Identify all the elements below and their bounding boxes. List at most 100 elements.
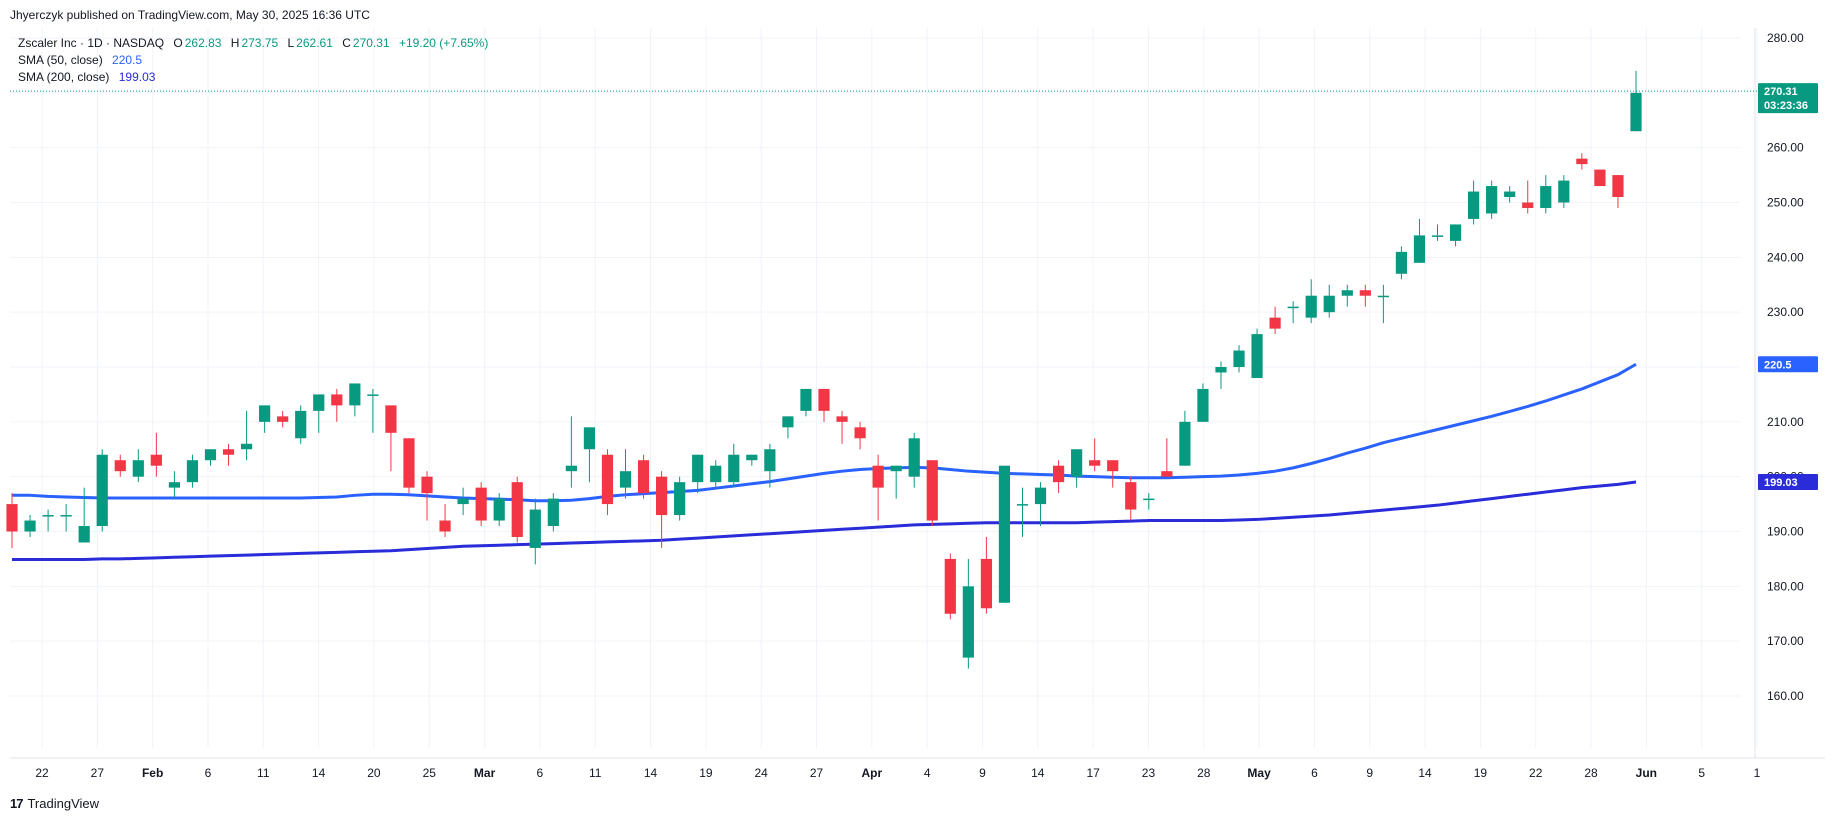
high-value: 273.75 [241, 36, 279, 50]
y-tick-label: 160.00 [1767, 689, 1804, 703]
candle-up [1431, 235, 1444, 237]
y-tick-label: 180.00 [1767, 579, 1804, 593]
candle-up [1449, 224, 1462, 241]
candle-up [1504, 191, 1516, 198]
sma50-legend-row: SMA (50, close) 220.5 [18, 52, 488, 69]
candle-up [1305, 295, 1317, 318]
candle-up [132, 460, 144, 477]
candle-up [1016, 504, 1029, 506]
candle-up [547, 498, 559, 527]
sma200-tag-text: 199.03 [1764, 477, 1798, 489]
candle-up [313, 394, 325, 411]
candle-down [836, 416, 848, 422]
sma200-value: 199.03 [118, 70, 156, 84]
last-price-tag-text: 03:23:36 [1764, 100, 1808, 112]
x-tick-label: Apr [862, 766, 883, 780]
candle-up [1215, 367, 1227, 373]
candle-down [1052, 465, 1065, 483]
candle-up [998, 465, 1011, 603]
candle-up [619, 471, 632, 488]
close-value: 270.31 [352, 36, 390, 50]
low-label: L [287, 36, 295, 50]
sma200-tag [1758, 473, 1818, 490]
x-tick-label: 6 [537, 766, 544, 780]
candle-up [908, 438, 920, 477]
candle-down [656, 476, 668, 516]
chart-legend: Zscaler Inc · 1D · NASDAQ O 262.83 H 273.7… [18, 35, 488, 86]
candle-up [800, 388, 812, 411]
candle-up [1413, 235, 1426, 263]
y-tick-label: 260.00 [1767, 141, 1804, 155]
x-tick-label: 22 [1529, 766, 1543, 780]
open-value: 262.83 [184, 36, 222, 50]
x-tick-label: 23 [1142, 766, 1156, 780]
x-tick-label: 6 [205, 766, 212, 780]
candle-up [710, 465, 722, 483]
x-tick-label: 9 [1366, 766, 1373, 780]
candle-up [1071, 449, 1083, 477]
x-tick-label: 25 [423, 766, 437, 780]
candle-down [1612, 175, 1624, 198]
price-chart[interactable]: 160.00170.00180.00190.00200.00210.00220.… [0, 28, 1835, 788]
candle-up [295, 410, 307, 439]
candle-down [1089, 460, 1101, 466]
candle-down [150, 454, 162, 466]
candle-up [728, 454, 740, 483]
candle-up [1558, 180, 1570, 203]
symbol-legend-row: Zscaler Inc · 1D · NASDAQ O 262.83 H 273.7… [18, 35, 488, 52]
x-tick-label: 6 [1311, 766, 1318, 780]
candle-up [962, 586, 974, 658]
candle-up [204, 449, 217, 461]
candle-up [349, 383, 361, 406]
candle-down [854, 427, 866, 439]
y-tick-label: 250.00 [1767, 196, 1804, 210]
candle-up [1197, 388, 1209, 422]
candle-down [439, 520, 451, 532]
x-tick-label: 14 [1418, 766, 1432, 780]
candle-down [1125, 482, 1137, 510]
candle-up [1630, 92, 1642, 132]
high-label: H [230, 36, 240, 50]
sma200-label: SMA (200, close) [18, 70, 110, 84]
x-tick-label: Feb [142, 766, 163, 780]
y-tick-label: 190.00 [1767, 525, 1804, 539]
sma200-legend-row: SMA (200, close) 199.03 [18, 69, 488, 86]
x-tick-label: 5 [1698, 766, 1705, 780]
candle-up [1179, 421, 1191, 466]
open-label: O [173, 36, 183, 50]
tradingview-logo-icon: 17 [10, 796, 24, 811]
candle-down [1269, 317, 1281, 329]
candle-up [42, 515, 54, 517]
candle-up [24, 520, 36, 532]
candle-up [1486, 186, 1498, 214]
x-tick-label: 20 [367, 766, 381, 780]
candle-down [511, 482, 523, 537]
candle-down [1161, 471, 1173, 477]
candle-down [1576, 158, 1588, 165]
candle-up [96, 454, 108, 527]
candle-up [782, 416, 794, 428]
x-tick-label: 24 [755, 766, 769, 780]
last-price-tag [1758, 83, 1818, 114]
candle-down [1359, 290, 1371, 296]
candle-up [78, 526, 90, 543]
x-tick-label: 19 [1474, 766, 1488, 780]
x-tick-label: 14 [1031, 766, 1045, 780]
y-tick-label: 210.00 [1767, 415, 1804, 429]
candle-up [1395, 251, 1408, 274]
x-tick-label: 9 [979, 766, 986, 780]
candle-up [259, 405, 271, 422]
candle-up [764, 449, 776, 472]
candle-down [222, 449, 235, 455]
x-tick-label: 28 [1197, 766, 1211, 780]
candle-up [1323, 295, 1335, 313]
x-tick-label: 11 [257, 766, 270, 780]
candle-up [1377, 295, 1389, 298]
candle-down [926, 460, 938, 521]
candle-up [60, 515, 72, 517]
candle-down [601, 454, 614, 505]
candle-down [403, 438, 415, 488]
sma50-line [12, 362, 1637, 503]
candle-down [872, 465, 884, 488]
candle-up [168, 482, 180, 488]
